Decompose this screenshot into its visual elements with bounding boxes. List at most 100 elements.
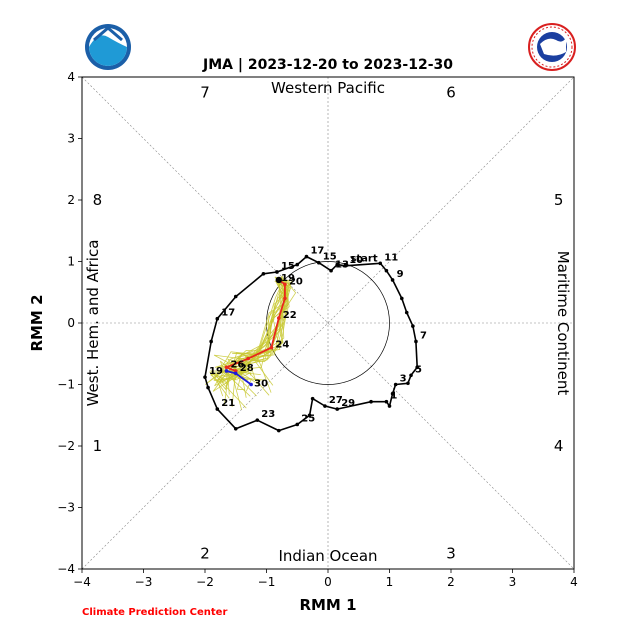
- y-tick-label: 0: [67, 316, 75, 330]
- x-tick-label: 1: [386, 575, 394, 589]
- observed-point: [295, 422, 300, 427]
- observed-point: [369, 399, 373, 404]
- chart-title: JMA | 2023-12-20 to 2023-12-30: [202, 57, 453, 73]
- forecast-blue-point: [224, 369, 229, 373]
- day-label: start: [350, 254, 377, 265]
- day-label: 3: [400, 374, 407, 385]
- day-label: 21: [221, 398, 235, 409]
- day-label: 25: [301, 413, 315, 424]
- ensemble-line: [214, 281, 290, 387]
- observed-point: [393, 382, 398, 387]
- observed-point: [378, 261, 383, 266]
- day-label: 28: [240, 363, 254, 374]
- observed-point: [255, 418, 260, 422]
- day-label: 20: [289, 276, 303, 287]
- observed-track: [203, 254, 419, 433]
- phase-number: 3: [446, 545, 456, 563]
- phase-number: 4: [554, 437, 564, 455]
- region-left-label: West. Hem. and Africa: [84, 240, 102, 407]
- forecast-red-point: [269, 345, 274, 350]
- observed-point: [275, 270, 279, 274]
- observed-point: [310, 396, 315, 401]
- observed-point: [335, 262, 340, 267]
- region-right-label: Maritime Continent: [554, 251, 572, 396]
- day-label: 17: [221, 308, 235, 319]
- observed-point: [277, 428, 281, 433]
- day-label: 19: [281, 273, 295, 284]
- day-label: 5: [415, 364, 422, 375]
- forecast-red-point: [277, 316, 281, 320]
- forecast-blue-point: [249, 382, 253, 387]
- ensemble-line: [212, 279, 284, 410]
- day-label: 27: [329, 395, 343, 406]
- phase-number: 1: [93, 437, 103, 455]
- forecast-red-line: [224, 279, 286, 372]
- day-label: 11: [384, 252, 398, 263]
- observed-point: [295, 262, 300, 267]
- observed-point: [400, 296, 404, 301]
- x-tick-label: 3: [509, 575, 517, 589]
- day-label: 9: [397, 269, 404, 280]
- forecast-red-point: [246, 356, 250, 361]
- observed-point: [406, 381, 410, 386]
- x-tick-label: 2: [447, 575, 455, 589]
- ensemble-line: [231, 279, 293, 386]
- day-label: 29: [341, 398, 355, 409]
- observed-point: [409, 373, 413, 378]
- phase-number: 8: [93, 191, 103, 209]
- observed-line: [204, 255, 419, 432]
- y-tick-label: −2: [57, 439, 75, 453]
- day-label: 13: [335, 260, 349, 271]
- region-bottom-label: Indian Ocean: [278, 547, 377, 565]
- y-tick-label: −3: [57, 501, 75, 515]
- observed-point: [307, 413, 312, 418]
- observed-point: [209, 339, 213, 344]
- day-label: 15: [281, 261, 295, 272]
- forecast-red-point: [283, 282, 287, 287]
- forecast-blue-point: [233, 371, 238, 376]
- observed-point: [233, 294, 238, 299]
- day-label: 22: [283, 310, 297, 321]
- y-tick-label: 3: [67, 132, 75, 146]
- observed-point: [390, 391, 395, 396]
- nws-logo: [528, 23, 576, 71]
- observed-point: [323, 404, 327, 408]
- ensemble-line: [232, 279, 297, 393]
- x-tick-label: −2: [196, 575, 214, 589]
- forecast-red-point: [233, 369, 238, 373]
- forecast-red-point: [224, 365, 229, 370]
- observed-point: [343, 264, 348, 268]
- day-label: 10: [349, 255, 363, 266]
- y-tick-label: −4: [57, 562, 75, 576]
- x-tick-label: −1: [258, 575, 276, 589]
- day-label: 7: [420, 330, 427, 341]
- phase-number: 5: [554, 191, 564, 209]
- phase-number: 6: [446, 83, 456, 101]
- observed-point: [215, 407, 220, 411]
- forecast-red-point: [283, 296, 287, 301]
- forecast-track: [224, 276, 287, 387]
- x-tick-label: −4: [73, 575, 91, 589]
- day-label: 1: [390, 391, 397, 402]
- day-label: 24: [275, 340, 289, 351]
- region-top-label: Western Pacific: [271, 79, 385, 97]
- observed-point: [261, 272, 266, 276]
- observed-point: [335, 407, 340, 411]
- observed-point: [206, 385, 210, 390]
- observed-point: [390, 278, 395, 282]
- forecast-start-point: [275, 276, 282, 284]
- day-label: 19: [209, 366, 223, 377]
- day-label: 26: [231, 359, 245, 370]
- noaa-logo: [85, 24, 131, 70]
- observed-point: [304, 254, 309, 259]
- observed-point: [414, 339, 418, 344]
- day-label: 23: [261, 409, 275, 420]
- day-label: 15: [323, 252, 337, 263]
- day-label: 30: [254, 379, 268, 390]
- observed-point: [203, 375, 207, 379]
